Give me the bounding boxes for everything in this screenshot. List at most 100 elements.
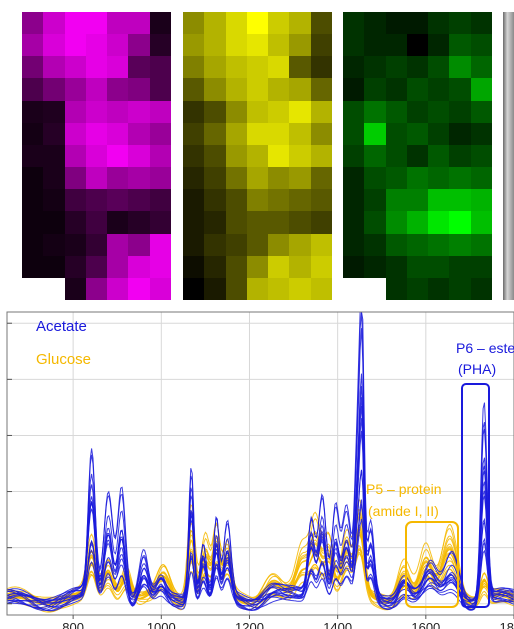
- heatmap-cell: [64, 144, 86, 168]
- heatmap-cell: [364, 78, 386, 101]
- spectrum-line: [7, 373, 514, 610]
- heatmap-cell: [43, 122, 65, 145]
- heatmap-cell: [85, 277, 108, 300]
- heatmap-cell: [43, 56, 65, 79]
- heatmap-cell: [107, 211, 129, 234]
- x-tick-label: 1800: [500, 620, 514, 629]
- heatmap-cell: [107, 122, 129, 145]
- heatmap-cell: [428, 144, 450, 168]
- heatmap-cell: [385, 211, 407, 234]
- heatmap-cell: [449, 277, 471, 300]
- heatmap-cell: [204, 277, 226, 300]
- heatmap-cell: [268, 144, 290, 168]
- p6-sublabel: (PHA): [458, 361, 496, 377]
- heatmap-cell: [128, 233, 150, 256]
- heatmap-cell: [64, 277, 86, 300]
- heatmap-cell: [183, 12, 205, 35]
- yellow-grid: [183, 12, 332, 300]
- heatmap-cell: [289, 211, 311, 234]
- heatmap-cell: [364, 100, 386, 123]
- heatmap-cell: [470, 255, 492, 278]
- heatmap-cell: [428, 233, 450, 256]
- heatmap-cell: [406, 78, 429, 101]
- heatmap-cell: [107, 189, 129, 212]
- heatmap-cell: [364, 255, 386, 278]
- heatmap-cell: [246, 12, 269, 35]
- heatmap-cell: [204, 144, 226, 168]
- heatmap-cell: [43, 144, 65, 168]
- heatmap-cell: [64, 189, 86, 212]
- heatmap-cell: [289, 144, 311, 168]
- heatmap-cell: [406, 211, 429, 234]
- heatmap-cell: [343, 277, 365, 300]
- heatmap-cell: [149, 277, 171, 300]
- heatmap-cell: [406, 189, 429, 212]
- heatmap-cell: [449, 78, 471, 101]
- heatmap-cell: [385, 100, 407, 123]
- heatmap-cell: [343, 34, 365, 57]
- heatmap-cell: [289, 189, 311, 212]
- heatmap-cell: [289, 12, 311, 35]
- heatmap-cell: [107, 144, 129, 168]
- heatmap-cell: [449, 122, 471, 145]
- heatmap-cell: [470, 189, 492, 212]
- heatmap-cell: [449, 255, 471, 278]
- heatmap-cell: [310, 255, 332, 278]
- heatmap-cell: [128, 277, 150, 300]
- spectrum-line: [6, 328, 514, 602]
- heatmap-cell: [107, 277, 129, 300]
- heatmap-cell: [310, 144, 332, 168]
- heatmap-cell: [428, 34, 450, 57]
- heatmap-cell: [449, 56, 471, 79]
- heatmap-cell: [428, 255, 450, 278]
- heatmap-cell: [268, 12, 290, 35]
- heatmap-cell: [204, 12, 226, 35]
- heatmap-cell: [149, 255, 171, 278]
- heatmap-cell: [246, 122, 269, 145]
- heatmap-cell: [343, 167, 365, 190]
- heatmap-cell: [128, 211, 150, 234]
- heatmap-cell: [268, 189, 290, 212]
- heatmap-cell: [225, 12, 247, 35]
- heatmap-cell: [22, 211, 44, 234]
- heatmap-cell: [107, 255, 129, 278]
- heatmap-cell: [183, 144, 205, 168]
- legend-glucose: Glucose: [36, 351, 91, 368]
- heatmap-cell: [22, 34, 44, 57]
- heatmap-cell: [64, 167, 86, 190]
- magenta-heatmap: [22, 12, 171, 300]
- heatmap-cell: [364, 277, 386, 300]
- spectra-chart: 80010001200140016001800 Acetate Glucose …: [0, 302, 514, 629]
- heatmap-cell: [246, 277, 269, 300]
- heatmap-cell: [85, 78, 108, 101]
- magenta-grid: [22, 12, 171, 300]
- heatmap-cell: [449, 12, 471, 35]
- heatmap-cell: [449, 144, 471, 168]
- heatmap-cell: [343, 144, 365, 168]
- spectrum-line: [6, 469, 514, 610]
- heatmap-cell: [246, 167, 269, 190]
- heatmap-cell: [85, 211, 108, 234]
- heatmap-cell: [43, 277, 65, 300]
- heatmap-cell: [428, 56, 450, 79]
- heatmap-cell: [183, 189, 205, 212]
- p5-highlight-box: [405, 521, 459, 608]
- heatmap-cell: [406, 255, 429, 278]
- y-axis-ticks: [7, 322, 12, 605]
- heatmap-cell: [364, 167, 386, 190]
- heatmap-cell: [406, 144, 429, 168]
- heatmap-cell: [204, 122, 226, 145]
- x-axis-ticks: 800 1000 1200 1400 1600 1800: [62, 615, 514, 629]
- heatmap-cell: [204, 189, 226, 212]
- heatmap-cell: [183, 122, 205, 145]
- heatmap-cell: [85, 144, 108, 168]
- heatmap-cell: [310, 122, 332, 145]
- heatmap-cell: [470, 167, 492, 190]
- heatmap-cell: [428, 167, 450, 190]
- heatmap-cell: [183, 34, 205, 57]
- plot-frame: [6, 311, 514, 616]
- heatmap-cell: [204, 78, 226, 101]
- heatmap-cell: [343, 233, 365, 256]
- heatmap-cell: [385, 144, 407, 168]
- heatmap-cell: [364, 189, 386, 212]
